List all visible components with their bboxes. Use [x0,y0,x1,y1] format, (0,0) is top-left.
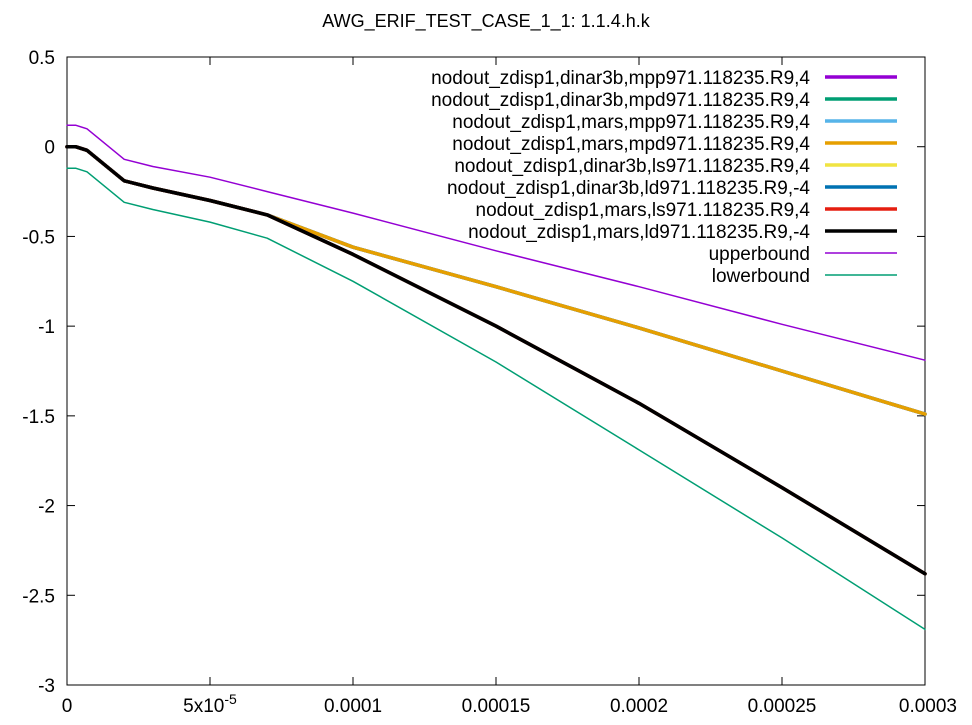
legend-label: nodout_zdisp1,dinar3b,mpd971.118235.R9,4 [431,90,810,111]
y-tick-label: -3 [38,676,55,697]
series-line [66,167,926,631]
y-tick-label: 0 [44,138,55,159]
y-tick-label: -1.5 [22,407,55,428]
legend-label: lowerbound [712,266,810,287]
x-tick-label-base: 5x10 [183,696,224,717]
legend: nodout_zdisp1,dinar3b,mpp971.118235.R9,4… [431,68,897,287]
y-tick-label: -0.5 [22,227,55,248]
x-tick-label: 0 [62,696,73,717]
legend-label: nodout_zdisp1,dinar3b,ld971.118235.R9,-4 [447,178,810,199]
x-tick-label-base: 0.0002 [610,696,668,717]
x-tick-label-base: 0.00015 [462,696,531,717]
series-line [65,144,927,576]
y-tick-label: 0.5 [29,48,55,69]
x-tick-label: 0.0002 [610,696,668,717]
x-tick-label: 0.00015 [462,696,531,717]
x-tick-label: 0.00025 [748,696,817,717]
series-line [66,124,926,361]
x-tick-label: 0.0003 [899,696,957,717]
legend-label: nodout_zdisp1,dinar3b,ls971.118235.R9,4 [454,156,810,177]
x-tick-label: 0.0001 [324,696,382,717]
legend-label: nodout_zdisp1,mars,mpp971.118235.R9,4 [452,112,810,133]
legend-label: nodout_zdisp1,mars,ls971.118235.R9,4 [476,200,811,221]
y-tick-label: -1 [38,317,55,338]
x-tick-label-exponent: -5 [224,691,237,707]
x-tick-label-base: 0 [62,696,73,717]
legend-label: nodout_zdisp1,mars,mpd971.118235.R9,4 [452,134,810,155]
legend-label: nodout_zdisp1,dinar3b,mpp971.118235.R9,4 [431,68,810,89]
legend-label: upperbound [709,244,810,265]
legend-label: nodout_zdisp1,mars,ld971.118235.R9,-4 [468,222,810,243]
axis-ticks: 0.5 0 -0.5 -1 -1.5 -2 -2.5 -3 0 5x10-5 0.0001 0.000… [22,48,957,717]
y-tick-label: -2 [38,497,55,518]
series-lines [65,124,927,631]
x-tick-label-base: 0.00025 [748,696,817,717]
x-tick-label: 5x10-5 [183,691,237,717]
y-tick-label: -2.5 [22,586,55,607]
chart-title: AWG_ERIF_TEST_CASE_1_1: 1.1.4.h.k [322,11,650,32]
x-tick-label-base: 0.0001 [324,696,382,717]
x-tick-label-base: 0.0003 [899,696,957,717]
